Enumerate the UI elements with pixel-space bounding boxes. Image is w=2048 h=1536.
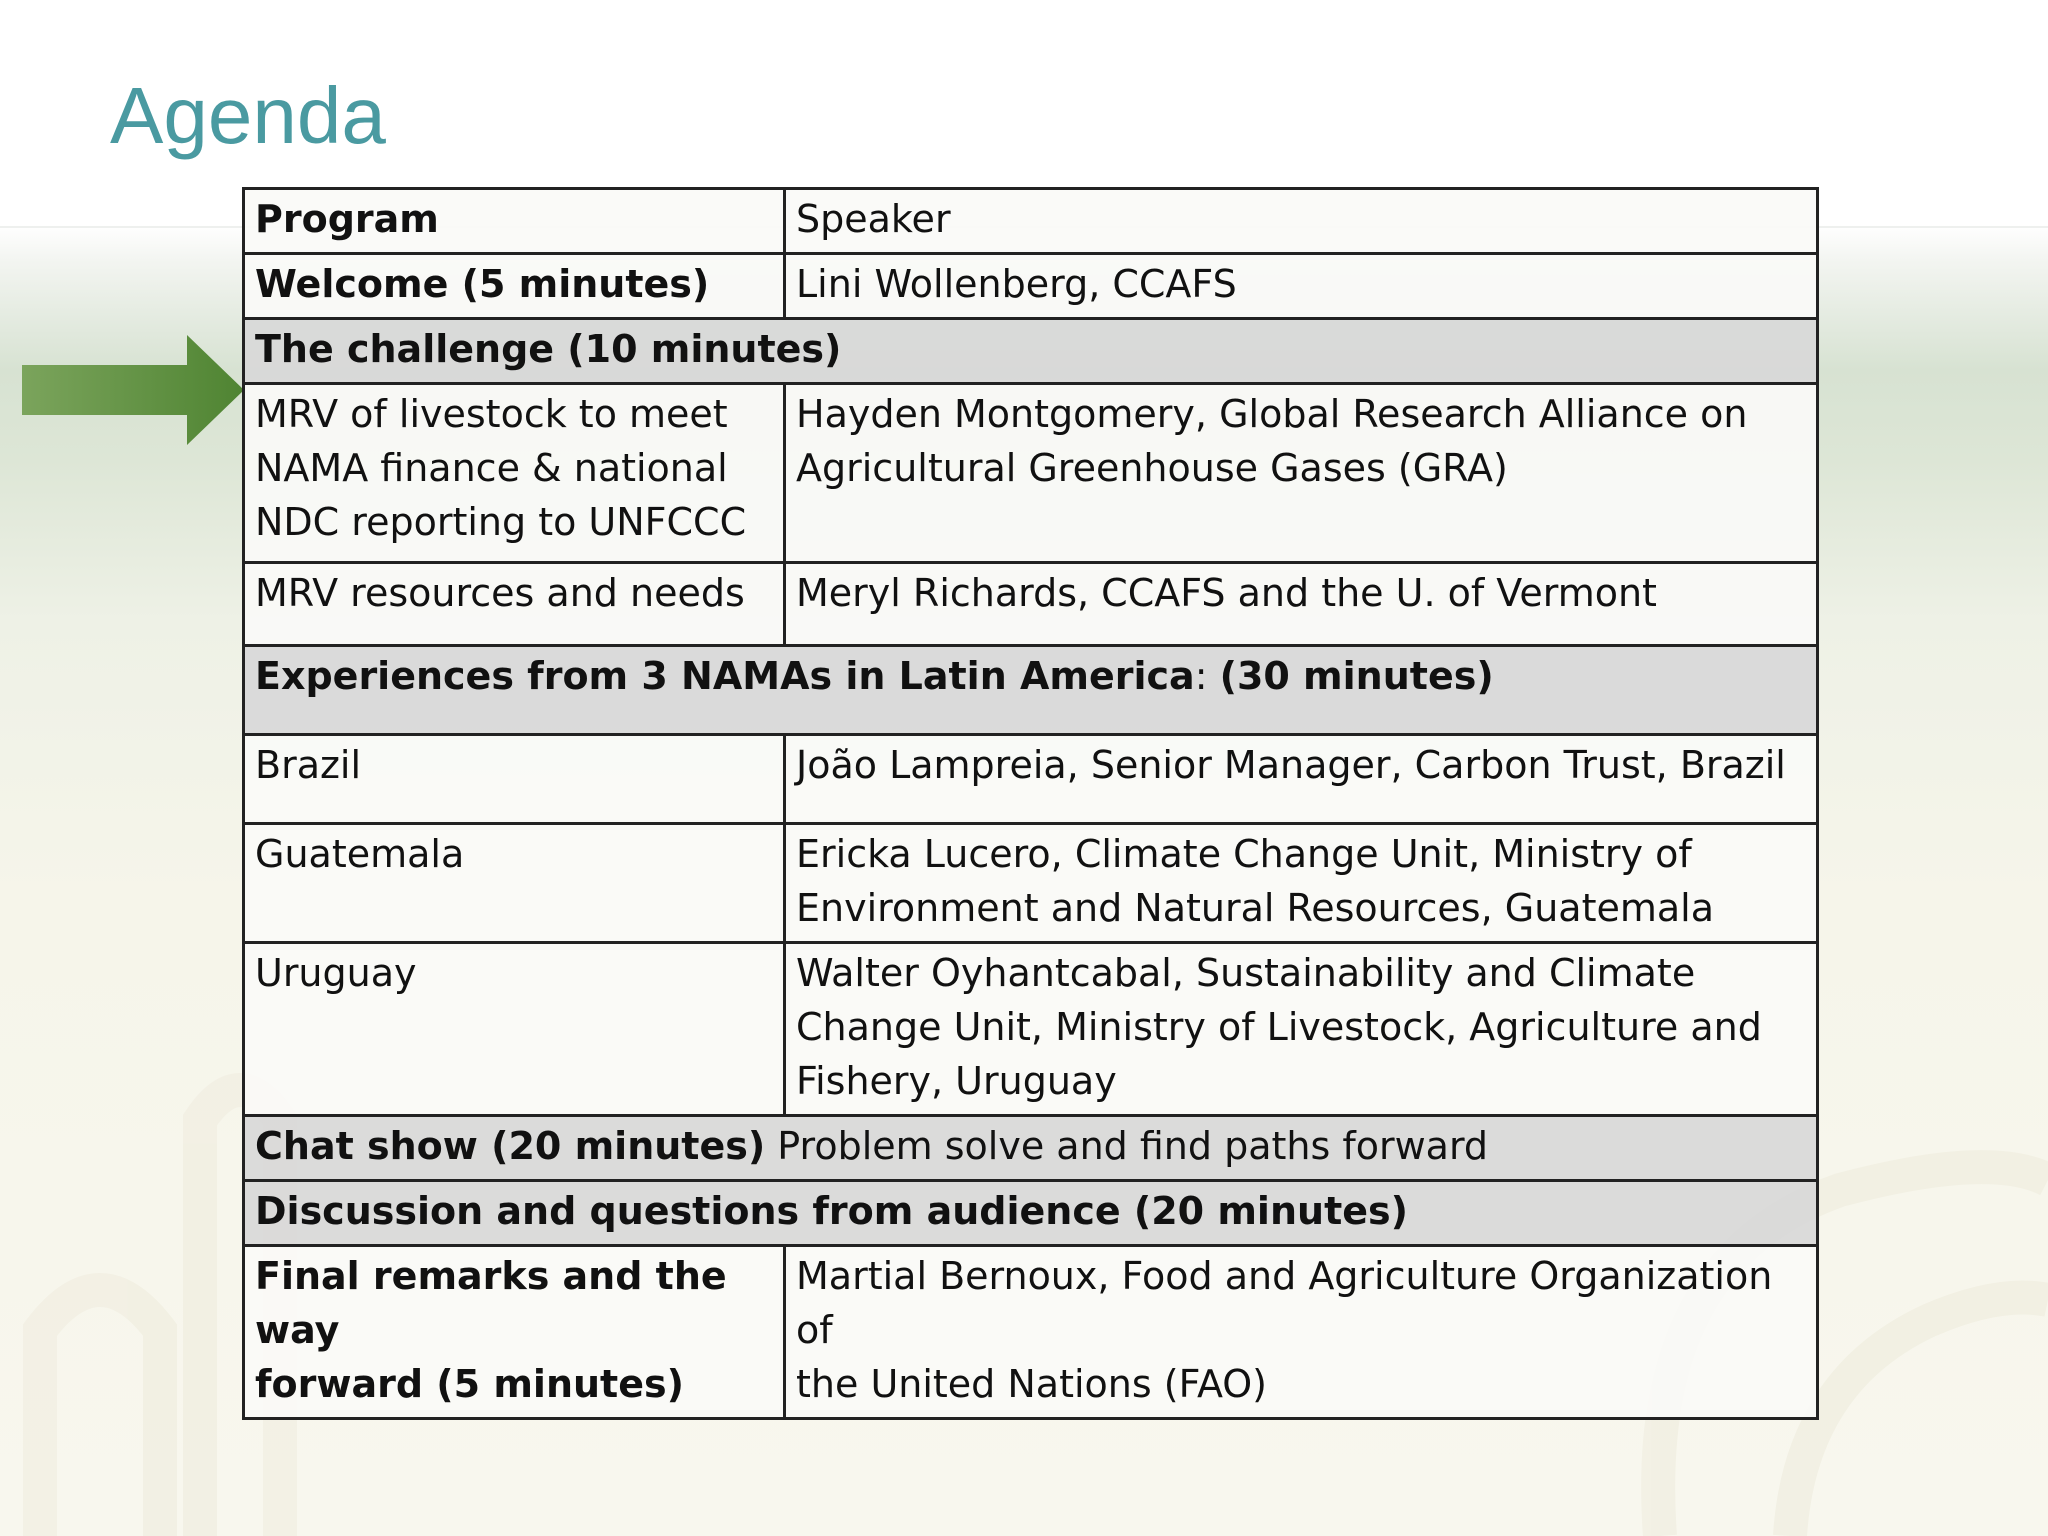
section-description: Problem solve and find paths forward bbox=[765, 1124, 1489, 1168]
speaker-line: Martial Bernoux, Food and Agriculture Or… bbox=[796, 1254, 1773, 1352]
section-cell: Discussion and questions from audience (… bbox=[242, 1179, 1819, 1247]
table-header-row: Program Speaker bbox=[242, 187, 1819, 255]
agenda-row-experiences: Experiences from 3 NAMAs in Latin Americ… bbox=[242, 644, 1819, 736]
header-program: Program bbox=[242, 187, 786, 255]
agenda-row-uruguay: Uruguay Walter Oyhantcabal, Sustainabili… bbox=[242, 941, 1819, 1117]
section-label-separator: : bbox=[1194, 654, 1220, 698]
agenda-row-mrv-livestock: MRV of livestock to meet NAMA finance & … bbox=[242, 382, 1819, 564]
speaker-line: Change Unit, Ministry of Livestock, Agri… bbox=[796, 1005, 1762, 1049]
program-line: Final remarks and the way bbox=[255, 1254, 727, 1352]
program-line: forward (5 minutes) bbox=[255, 1362, 684, 1406]
speaker-cell: Hayden Montgomery, Global Research Allia… bbox=[783, 382, 1819, 564]
agenda-table: Program Speaker Welcome (5 minutes) Lini… bbox=[242, 187, 1819, 1420]
agenda-row-challenge: The challenge (10 minutes) bbox=[242, 317, 1819, 385]
agenda-row-welcome: Welcome (5 minutes) Lini Wollenberg, CCA… bbox=[242, 252, 1819, 320]
slide-title: Agenda bbox=[110, 71, 386, 160]
header-speaker: Speaker bbox=[783, 187, 1819, 255]
speaker-line: Hayden Montgomery, Global Research Allia… bbox=[796, 392, 1748, 436]
speaker-cell: Walter Oyhantcabal, Sustainability and C… bbox=[783, 941, 1819, 1117]
speaker-line: Environment and Natural Resources, Guate… bbox=[796, 886, 1714, 930]
program-line: MRV of livestock to meet bbox=[255, 392, 728, 436]
program-line: NAMA finance & national bbox=[255, 446, 728, 490]
speaker-line: Agricultural Greenhouse Gases (GRA) bbox=[796, 446, 1508, 490]
speaker-cell: Lini Wollenberg, CCAFS bbox=[783, 252, 1819, 320]
agenda-row-discussion: Discussion and questions from audience (… bbox=[242, 1179, 1819, 1247]
speaker-cell: Ericka Lucero, Climate Change Unit, Mini… bbox=[783, 822, 1819, 944]
section-cell: The challenge (10 minutes) bbox=[242, 317, 1819, 385]
agenda-row-guatemala: Guatemala Ericka Lucero, Climate Change … bbox=[242, 822, 1819, 944]
speaker-line: Fishery, Uruguay bbox=[796, 1059, 1117, 1103]
agenda-row-chat-show: Chat show (20 minutes) Problem solve and… bbox=[242, 1114, 1819, 1182]
speaker-cell: Meryl Richards, CCAFS and the U. of Verm… bbox=[783, 561, 1819, 647]
program-cell: MRV resources and needs bbox=[242, 561, 786, 647]
section-cell: Experiences from 3 NAMAs in Latin Americ… bbox=[242, 644, 1819, 736]
agenda-row-mrv-resources: MRV resources and needs Meryl Richards, … bbox=[242, 561, 1819, 647]
section-cell: Chat show (20 minutes) Problem solve and… bbox=[242, 1114, 1819, 1182]
program-cell: Welcome (5 minutes) bbox=[242, 252, 786, 320]
agenda-row-brazil: Brazil João Lampreia, Senior Manager, Ca… bbox=[242, 733, 1819, 825]
program-line: NDC reporting to UNFCCC bbox=[255, 500, 747, 544]
program-cell: Final remarks and the way forward (5 min… bbox=[242, 1244, 786, 1420]
speaker-cell: Martial Bernoux, Food and Agriculture Or… bbox=[783, 1244, 1819, 1420]
section-duration: (30 minutes) bbox=[1219, 654, 1494, 698]
speaker-line: Walter Oyhantcabal, Sustainability and C… bbox=[796, 951, 1696, 995]
program-cell: Uruguay bbox=[242, 941, 786, 1117]
right-arrow-icon bbox=[22, 335, 244, 445]
program-cell: Guatemala bbox=[242, 822, 786, 944]
section-label-bold: Chat show (20 minutes) bbox=[255, 1124, 766, 1168]
section-label-bold: Experiences from 3 NAMAs in Latin Americ… bbox=[255, 654, 1195, 698]
speaker-line: Ericka Lucero, Climate Change Unit, Mini… bbox=[796, 832, 1692, 876]
speaker-line: the United Nations (FAO) bbox=[796, 1362, 1268, 1406]
speaker-cell: João Lampreia, Senior Manager, Carbon Tr… bbox=[783, 733, 1819, 825]
program-cell: MRV of livestock to meet NAMA finance & … bbox=[242, 382, 786, 564]
program-cell: Brazil bbox=[242, 733, 786, 825]
agenda-row-final: Final remarks and the way forward (5 min… bbox=[242, 1244, 1819, 1420]
